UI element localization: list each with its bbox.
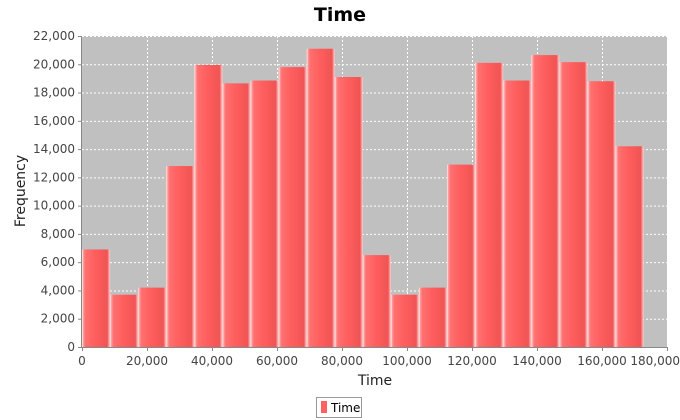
histogram-bar	[166, 166, 195, 347]
x-tick-label: 60,000	[256, 354, 298, 368]
histogram-bar	[82, 249, 111, 347]
legend: Time	[316, 397, 362, 418]
y-tick-label: 0	[67, 340, 75, 354]
x-tick-label: 40,000	[191, 354, 233, 368]
histogram-bar	[615, 146, 644, 347]
histogram-bar	[138, 287, 167, 347]
histogram-bar	[475, 62, 504, 347]
legend-swatch	[321, 401, 327, 413]
x-tick-label: 120,000	[447, 354, 497, 368]
y-tick-label: 6,000	[41, 255, 75, 269]
y-tick-label: 2,000	[41, 312, 75, 326]
histogram-bar	[222, 83, 251, 348]
histogram-bar	[250, 80, 279, 348]
y-axis-ticks: 0 2,000 4,000 6,000 8,000 10,000 12,000 14,000 1…	[33, 29, 82, 354]
y-tick-label: 22,000	[33, 29, 75, 43]
x-tick-label: 80,000	[321, 354, 363, 368]
y-axis-title: Frequency	[13, 155, 29, 227]
histogram-bar	[194, 64, 223, 347]
x-axis-ticks: 0 20,000 40,000 60,000 80,000 100,000 120,000 1…	[78, 347, 680, 368]
x-tick-label: 0	[78, 354, 86, 368]
histogram-bar	[559, 62, 588, 347]
x-tick-label: 180,000	[630, 354, 680, 368]
y-tick-label: 8,000	[41, 227, 75, 241]
chart-title: Time	[314, 4, 366, 26]
histogram-bar	[587, 81, 616, 348]
y-tick-label: 18,000	[33, 86, 75, 100]
histogram-bar	[418, 287, 448, 347]
histogram-bar	[447, 164, 476, 347]
y-tick-label: 12,000	[33, 170, 75, 184]
histogram-bar	[306, 48, 335, 348]
y-tick-label: 14,000	[33, 142, 75, 156]
y-tick-label: 16,000	[33, 114, 75, 128]
bars	[82, 48, 644, 348]
histogram-bar	[110, 294, 139, 347]
x-tick-label: 100,000	[382, 354, 432, 368]
legend-label: Time	[330, 401, 360, 415]
x-tick-label: 160,000	[577, 354, 627, 368]
histogram-bar	[362, 255, 391, 347]
x-tick-label: 140,000	[512, 354, 562, 368]
x-tick-label: 20,000	[126, 354, 168, 368]
legend-box	[316, 397, 362, 418]
histogram-bar	[390, 294, 419, 347]
histogram-bar	[531, 55, 560, 347]
y-tick-label: 4,000	[41, 283, 75, 297]
histogram-bar	[278, 67, 307, 347]
histogram-bar	[334, 76, 363, 347]
x-axis-title: Time	[357, 373, 392, 389]
y-tick-label: 10,000	[33, 199, 75, 213]
y-tick-label: 20,000	[33, 57, 75, 71]
histogram-bar	[503, 80, 532, 348]
